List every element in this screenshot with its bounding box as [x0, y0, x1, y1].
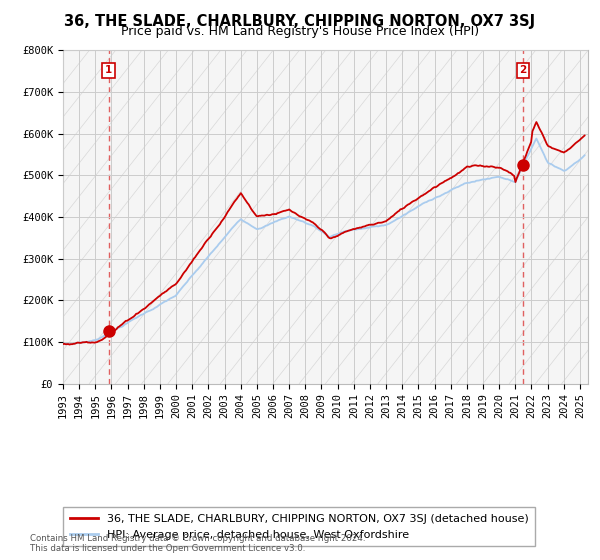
Text: 36, THE SLADE, CHARLBURY, CHIPPING NORTON, OX7 3SJ: 36, THE SLADE, CHARLBURY, CHIPPING NORTO… — [64, 14, 536, 29]
Text: 1: 1 — [105, 66, 112, 76]
Text: Contains HM Land Registry data © Crown copyright and database right 2024.
This d: Contains HM Land Registry data © Crown c… — [30, 534, 365, 553]
Text: 2: 2 — [520, 66, 527, 76]
Text: Price paid vs. HM Land Registry's House Price Index (HPI): Price paid vs. HM Land Registry's House … — [121, 25, 479, 38]
Legend: 36, THE SLADE, CHARLBURY, CHIPPING NORTON, OX7 3SJ (detached house), HPI: Averag: 36, THE SLADE, CHARLBURY, CHIPPING NORTO… — [64, 507, 535, 547]
